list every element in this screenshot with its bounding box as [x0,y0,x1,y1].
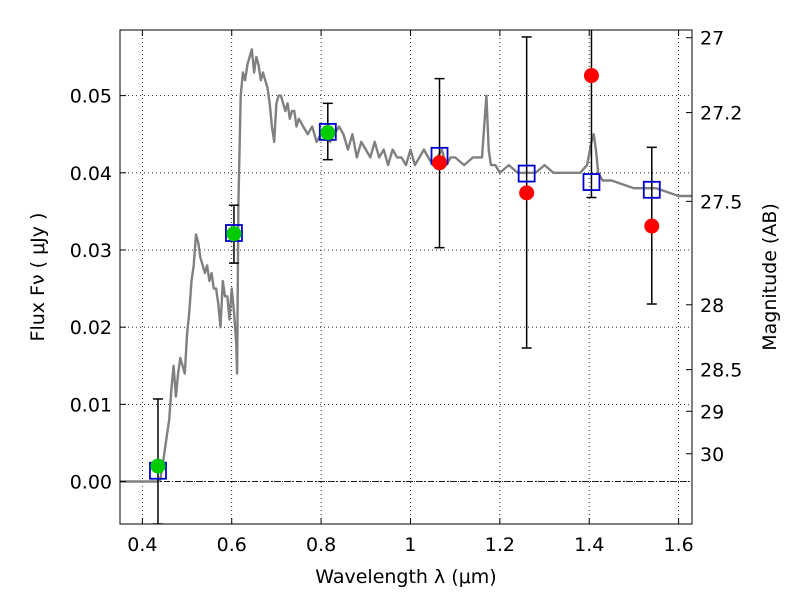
observed-flux-point [583,68,599,84]
x-tick-label: 1.4 [574,534,604,556]
observed-flux-point [644,218,660,234]
observed-flux-point [519,185,535,201]
y-tick-label: 0.04 [70,163,112,185]
x-tick-label: 0.4 [127,534,157,556]
observed-flux-point [320,125,336,141]
y-tick-label: 0.03 [70,240,112,262]
y2-tick-label: 27 [700,28,724,50]
x-tick-label: 1.6 [663,534,693,556]
model-band-square [642,180,661,199]
y2-tick-label: 28 [700,295,724,317]
x-tick-label: 1 [404,534,416,556]
x-tick-label: 1.2 [485,534,515,556]
model-spectrum-line [120,48,692,483]
plot-frame [119,29,693,525]
y2-tick-label: 29 [700,401,724,423]
y2-tick-label: 30 [700,444,724,466]
y-tick-label: 0.01 [70,394,112,416]
x-axis-label: Wavelength λ (μm) [315,566,496,588]
observed-flux-point [432,155,448,171]
series-group [120,30,692,524]
y2-tick-label: 28.5 [700,360,742,382]
y2-tick-label: 27.2 [700,103,742,125]
grid [120,30,692,524]
y-axis-label: Flux Fν ( μJy ) [27,213,49,342]
y-tick-label: 0.00 [70,472,112,494]
series-layer [120,30,692,524]
y-tick-label: 0.02 [70,317,112,339]
observed-flux-point [150,458,166,474]
y2-axis-label: Magnitude (AB) [759,203,781,351]
axes: 0.4 0.6 0.8 1 1.2 1.4 1.6 0.00 0.01 0.02 0.03 0.04 0… [70,28,743,556]
observed-flux-point [226,226,242,242]
model-band-square [582,173,601,191]
y-tick-label: 0.05 [70,86,112,108]
y2-tick-label: 27.5 [700,191,742,213]
x-tick-label: 0.6 [217,534,247,556]
x-tick-label: 0.8 [306,534,336,556]
model-band-square [517,164,536,183]
